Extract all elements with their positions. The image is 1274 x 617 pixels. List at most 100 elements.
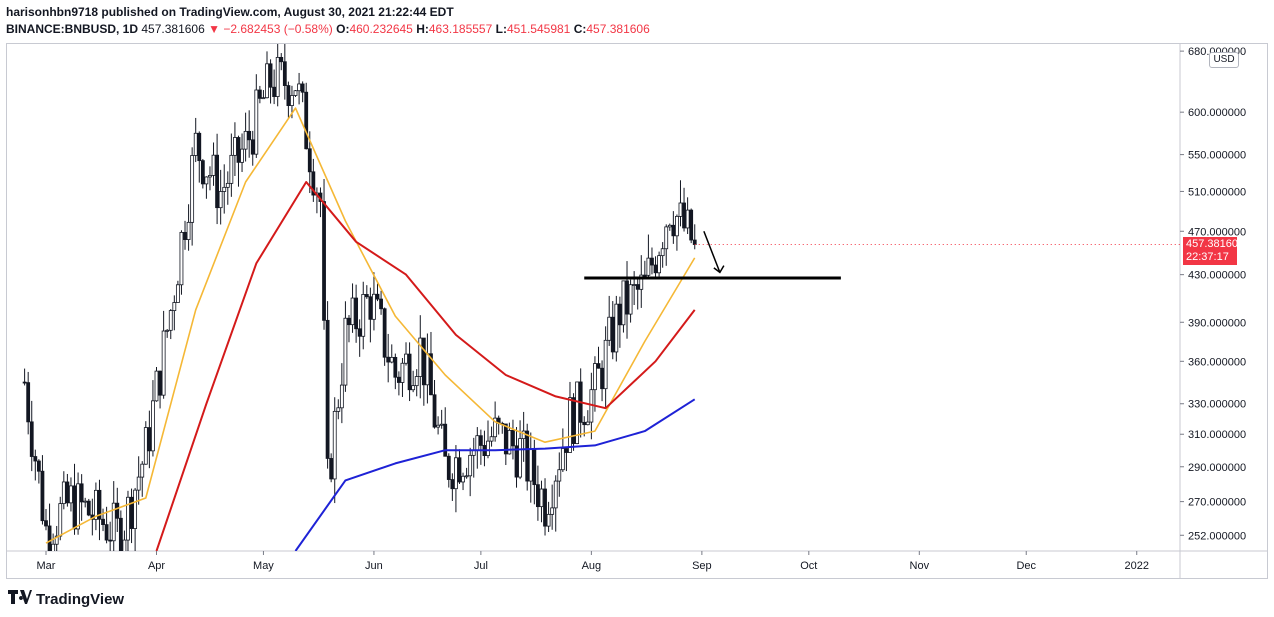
candle-body [147, 427, 152, 452]
candle-body [450, 479, 455, 490]
candle-body [425, 353, 430, 386]
candle-body [468, 454, 473, 477]
candle-body [225, 182, 230, 188]
candle-body [36, 460, 41, 472]
candle-body [511, 429, 515, 447]
candle-body [582, 421, 587, 426]
candle-body [44, 520, 48, 527]
candle-body [293, 90, 298, 96]
candle-body [179, 231, 184, 286]
candle-body [133, 489, 138, 529]
candle-body [47, 525, 52, 551]
candle-body [411, 385, 416, 391]
candle-body [446, 455, 451, 480]
candle-body [685, 209, 690, 229]
candle-body [115, 502, 120, 519]
candle-body [200, 160, 205, 185]
candle-body [610, 316, 615, 353]
candle-body [364, 294, 369, 298]
candle-body [183, 231, 187, 240]
candle-body [229, 154, 234, 184]
candle-body [136, 476, 141, 491]
candle-body [354, 297, 359, 330]
candle-body [464, 475, 469, 478]
y-tick-label: 252.000000 [1188, 530, 1246, 542]
candle-body [617, 303, 622, 326]
candle-body [325, 319, 330, 459]
candle-body [528, 448, 533, 482]
candle-body [382, 308, 387, 358]
candle-body [186, 221, 191, 240]
open-label: O: [336, 22, 350, 36]
tradingview-logo-icon [8, 590, 32, 608]
candle-body [682, 202, 686, 229]
high-value: 463.185557 [428, 22, 493, 36]
candle-body [593, 363, 597, 391]
candle-body [478, 435, 483, 446]
arrow-annotation [703, 230, 721, 273]
candle-body [94, 489, 98, 520]
currency-badge[interactable]: USD [1209, 52, 1239, 68]
candle-body [650, 257, 654, 266]
candle-body [518, 438, 522, 478]
candle-body [69, 485, 73, 504]
x-tick-label: 2022 [1124, 560, 1148, 572]
candle-body [625, 280, 629, 315]
brand-logo[interactable]: TradingView [8, 590, 124, 608]
candle-body [197, 132, 202, 162]
price-tag-value: 457.381606 [1186, 237, 1245, 250]
candle-body [432, 394, 437, 428]
candle-body [692, 239, 697, 245]
candle-body [400, 362, 405, 383]
candle-body [429, 353, 433, 396]
candle-body [158, 370, 162, 396]
candle-body [564, 448, 569, 453]
candle-body [525, 430, 530, 482]
candle-body [632, 284, 637, 286]
candle-body [307, 148, 312, 173]
candle-body [646, 257, 651, 276]
candle-body [575, 381, 580, 444]
arrow-annotation-head [713, 265, 725, 274]
candle-body [660, 248, 665, 257]
x-tick-label: Apr [148, 560, 165, 572]
candle-body [51, 543, 56, 551]
candle-body [621, 280, 626, 326]
candle-body [639, 274, 644, 290]
candle-body [304, 91, 309, 150]
candle-body [172, 302, 177, 312]
candle-body [521, 430, 526, 440]
low-label: L: [495, 22, 507, 36]
candle-body [97, 489, 102, 520]
y-tick-label: 470.000000 [1188, 226, 1246, 238]
candle-body [657, 255, 661, 274]
candle-body [560, 448, 565, 471]
candle-body [204, 176, 209, 185]
low-value: 451.545981 [506, 22, 571, 36]
candle-body [357, 328, 362, 337]
candle-body [268, 63, 273, 88]
price-tag: 457.381606 22:37:17 [1183, 236, 1245, 265]
candle-body [311, 171, 316, 196]
y-tick-label: 510.000000 [1188, 186, 1246, 198]
candle-body [279, 56, 284, 63]
candle-body [539, 488, 544, 508]
candle-body [26, 382, 31, 423]
candle-body [22, 381, 27, 384]
candle-body [339, 384, 344, 409]
candle-body [265, 63, 269, 99]
y-tick-label: 430.000000 [1188, 270, 1246, 282]
candle-body [461, 475, 465, 483]
candle-body [151, 400, 155, 452]
candle-body [61, 481, 66, 505]
candle-body [76, 483, 80, 530]
candle-body [190, 155, 195, 223]
chart-frame[interactable] [6, 43, 1268, 579]
candle-body [667, 224, 672, 228]
candle-body [614, 303, 619, 353]
candle-body [653, 264, 658, 274]
candle-body [165, 329, 170, 332]
candle-body [421, 337, 426, 386]
symbol-line: BINANCE:BNBUSD, 1D 457.381606 ▼ −2.68245… [6, 22, 650, 37]
